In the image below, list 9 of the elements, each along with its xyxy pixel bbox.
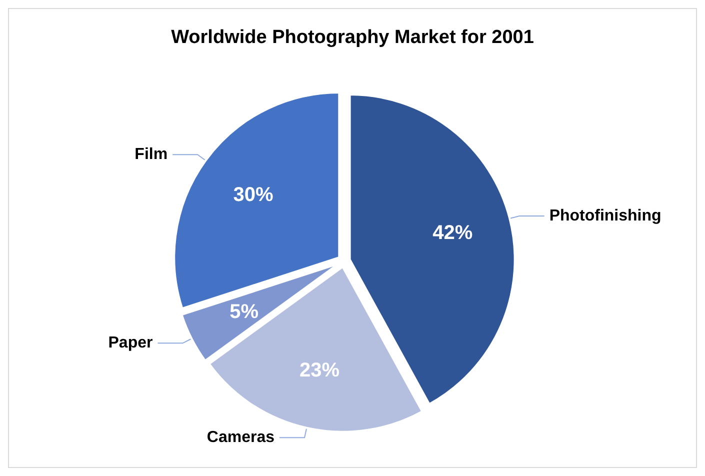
slice-label: Paper bbox=[108, 334, 153, 352]
data-label: 23% bbox=[300, 360, 340, 382]
slice-label: Film bbox=[134, 146, 168, 164]
chart-title: Worldwide Photography Market for 2001 bbox=[171, 27, 534, 48]
data-label: 30% bbox=[233, 184, 274, 206]
slice-label: Cameras bbox=[206, 429, 275, 446]
data-label: 5% bbox=[230, 300, 259, 323]
slice-label: Photofinishing bbox=[549, 207, 662, 224]
data-label: 42% bbox=[432, 222, 473, 244]
